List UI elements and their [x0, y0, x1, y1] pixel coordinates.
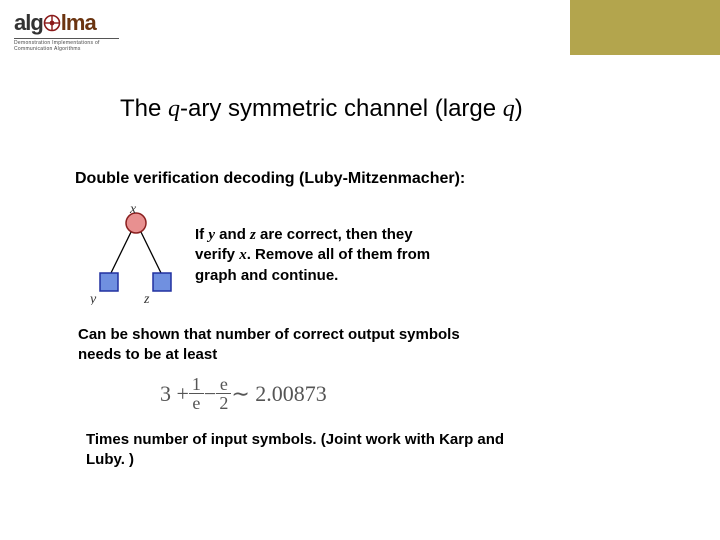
formula-approx: ∼ 2.00873 [231, 381, 326, 407]
logo-text: alglma [14, 10, 119, 38]
explain-text: If y and z are correct, then they verify… [195, 225, 525, 286]
exp-l2b: . Remove all of them from [247, 246, 430, 263]
p2-l2: needs to be at least [78, 346, 217, 363]
exp-l3: graph and continue. [195, 267, 338, 284]
logo: alglma Demonstration Implementations of … [14, 10, 119, 52]
exp-l1c: are correct, then they [260, 226, 413, 243]
exp-var-x: x [239, 247, 247, 263]
formula-lead: 3 + [160, 381, 189, 407]
subtitle: Double verification decoding (Luby-Mitze… [75, 170, 465, 188]
title-mid: -ary symmetric channel (large [180, 95, 496, 122]
paragraph-3: Times number of input symbols. (Joint wo… [86, 430, 504, 471]
p3-l2: Luby. ) [86, 451, 134, 468]
formula-minus: − [204, 381, 216, 407]
exp-l1b: and [215, 226, 250, 243]
formula-frac2: e2 [216, 375, 231, 412]
p2-l1: Can be shown that number of correct outp… [78, 326, 460, 343]
slide-title: The q-ary symmetric channel (large q) [120, 95, 523, 123]
formula: 3 + 1e − e2 ∼ 2.00873 [160, 375, 327, 412]
formula-frac1: 1e [189, 375, 204, 412]
tree-diagram: x y z [90, 205, 200, 305]
target-icon [43, 12, 61, 38]
frac2-num: e [216, 375, 231, 394]
exp-var-y: y [208, 227, 215, 243]
title-suffix: ) [515, 95, 523, 122]
logo-part1: alg [14, 10, 43, 35]
exp-var-z: z [250, 227, 256, 243]
logo-tagline: Demonstration Implementations of Communi… [14, 38, 119, 52]
node-label-z: z [143, 292, 150, 305]
frac1-den: e [189, 394, 204, 412]
node-label-y: y [90, 292, 97, 305]
exp-l2a: verify [195, 246, 235, 263]
logo-part2: lma [61, 10, 96, 35]
exp-l1a: If [195, 226, 208, 243]
title-var-q1: q [168, 96, 180, 122]
frac2-den: 2 [216, 394, 231, 412]
title-var-q2: q [503, 96, 515, 122]
frac1-num: 1 [189, 375, 204, 394]
node-label-x: x [129, 205, 137, 217]
paragraph-2: Can be shown that number of correct outp… [78, 325, 460, 366]
p3-l1: Times number of input symbols. (Joint wo… [86, 431, 504, 448]
title-prefix: The [120, 95, 168, 122]
accent-block [570, 0, 720, 55]
